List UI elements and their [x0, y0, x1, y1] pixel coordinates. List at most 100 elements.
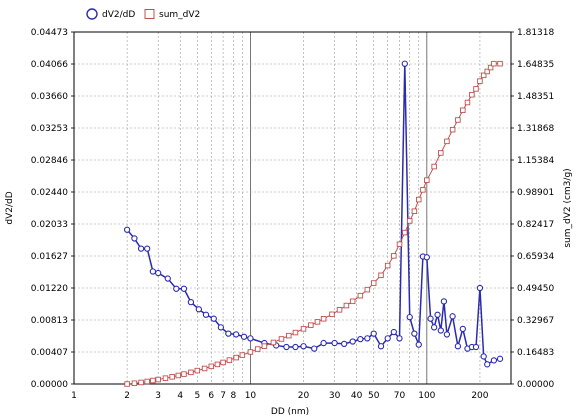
- data-point: [377, 343, 385, 350]
- data-point: [131, 235, 138, 242]
- data-point: [402, 229, 408, 236]
- data-point: [149, 268, 157, 275]
- data-point: [476, 284, 484, 292]
- data-point: [469, 91, 475, 98]
- data-point: [490, 357, 498, 364]
- series-0: [123, 60, 504, 368]
- x-tick-label: 7: [220, 391, 226, 401]
- legend-marker-dv2dd: [86, 8, 98, 20]
- x-tick-label: 5: [194, 391, 200, 401]
- data-point: [137, 245, 145, 252]
- data-point: [187, 299, 195, 306]
- data-point: [487, 64, 494, 71]
- data-point: [357, 292, 364, 299]
- data-point: [384, 335, 391, 342]
- y2-tick-label: 0.32967: [517, 316, 554, 326]
- y-tick-label: 0.00813: [31, 316, 68, 326]
- data-point: [440, 298, 448, 305]
- data-point: [240, 333, 248, 340]
- data-point: [320, 316, 327, 322]
- data-point: [226, 357, 233, 363]
- data-point: [484, 361, 491, 368]
- y-tick-label: 0.03253: [31, 124, 68, 134]
- y-tick-label: 0.04473: [31, 28, 68, 38]
- data-point: [278, 336, 285, 342]
- data-point: [411, 208, 418, 214]
- legend-label-dv2dd: dV2/dD: [102, 10, 135, 20]
- data-point: [420, 187, 426, 193]
- data-point: [144, 245, 151, 252]
- series-layer: [123, 60, 504, 387]
- y2-tick-label: 1.15384: [517, 156, 554, 166]
- data-point: [225, 330, 232, 337]
- y2-tick-label: 0.16483: [517, 348, 554, 358]
- data-point: [270, 339, 277, 346]
- data-point: [364, 335, 371, 342]
- y-tick-label: 0.03660: [31, 92, 68, 102]
- y2-tick-label: 0.49450: [517, 284, 554, 294]
- data-point: [364, 286, 371, 293]
- data-point: [406, 218, 413, 224]
- data-point: [497, 60, 503, 67]
- data-point: [434, 311, 441, 318]
- y-tick-label: 0.00407: [31, 348, 68, 358]
- data-point: [292, 343, 299, 351]
- y-tick-label: 0.02033: [31, 220, 68, 230]
- data-point: [308, 322, 314, 328]
- x-tick-label: 200: [471, 391, 488, 401]
- data-point: [416, 196, 422, 203]
- y-tick-label: 0.00000: [31, 380, 68, 390]
- data-point: [390, 328, 397, 336]
- data-point: [220, 359, 226, 366]
- y2-tick-label: 0.00000: [517, 380, 554, 390]
- data-point: [314, 319, 321, 325]
- x-tick-label: 10: [245, 391, 257, 401]
- data-point: [343, 302, 350, 309]
- y2-tick-label: 0.98901: [517, 188, 554, 198]
- data-point: [460, 107, 466, 114]
- x-axis-label: DD (nm): [271, 407, 309, 417]
- data-point: [427, 315, 434, 322]
- data-point: [164, 275, 171, 282]
- x-tick-label: 4: [177, 391, 183, 401]
- x-tick-label: 100: [418, 391, 435, 401]
- data-point: [459, 325, 466, 333]
- data-point: [444, 138, 450, 145]
- data-point: [449, 313, 456, 320]
- data-point: [155, 269, 162, 277]
- data-point: [431, 163, 437, 170]
- data-point: [188, 369, 194, 376]
- data-point: [472, 343, 480, 351]
- y2-axis-label: sum_dV2 (cm3/g): [563, 168, 573, 247]
- data-point: [131, 380, 138, 386]
- data-point: [406, 313, 413, 321]
- data-point: [210, 315, 217, 322]
- data-point: [181, 371, 187, 377]
- data-point: [341, 340, 348, 348]
- y-tick-label: 0.01627: [31, 252, 68, 262]
- data-point: [331, 339, 338, 347]
- x-tick-label: 6: [208, 391, 214, 401]
- x-tick-label: 50: [368, 391, 380, 401]
- data-point: [396, 241, 403, 247]
- data-point: [247, 349, 254, 355]
- data-point: [233, 354, 239, 361]
- data-point: [396, 335, 403, 342]
- data-point: [175, 372, 182, 379]
- data-point: [423, 254, 430, 261]
- data-point: [232, 331, 240, 338]
- data-point: [370, 280, 377, 286]
- y2-tick-label: 1.31868: [517, 124, 554, 134]
- data-point: [195, 306, 202, 313]
- y-tick-label: 0.02846: [31, 156, 68, 166]
- data-point: [239, 352, 246, 358]
- data-point: [329, 311, 335, 318]
- series-line: [126, 63, 501, 366]
- data-point: [208, 363, 215, 370]
- x-tick-label: 1: [71, 391, 77, 401]
- data-point: [336, 307, 343, 313]
- data-point: [124, 381, 130, 387]
- data-point: [477, 78, 483, 84]
- y2-tick-label: 0.65934: [517, 252, 554, 262]
